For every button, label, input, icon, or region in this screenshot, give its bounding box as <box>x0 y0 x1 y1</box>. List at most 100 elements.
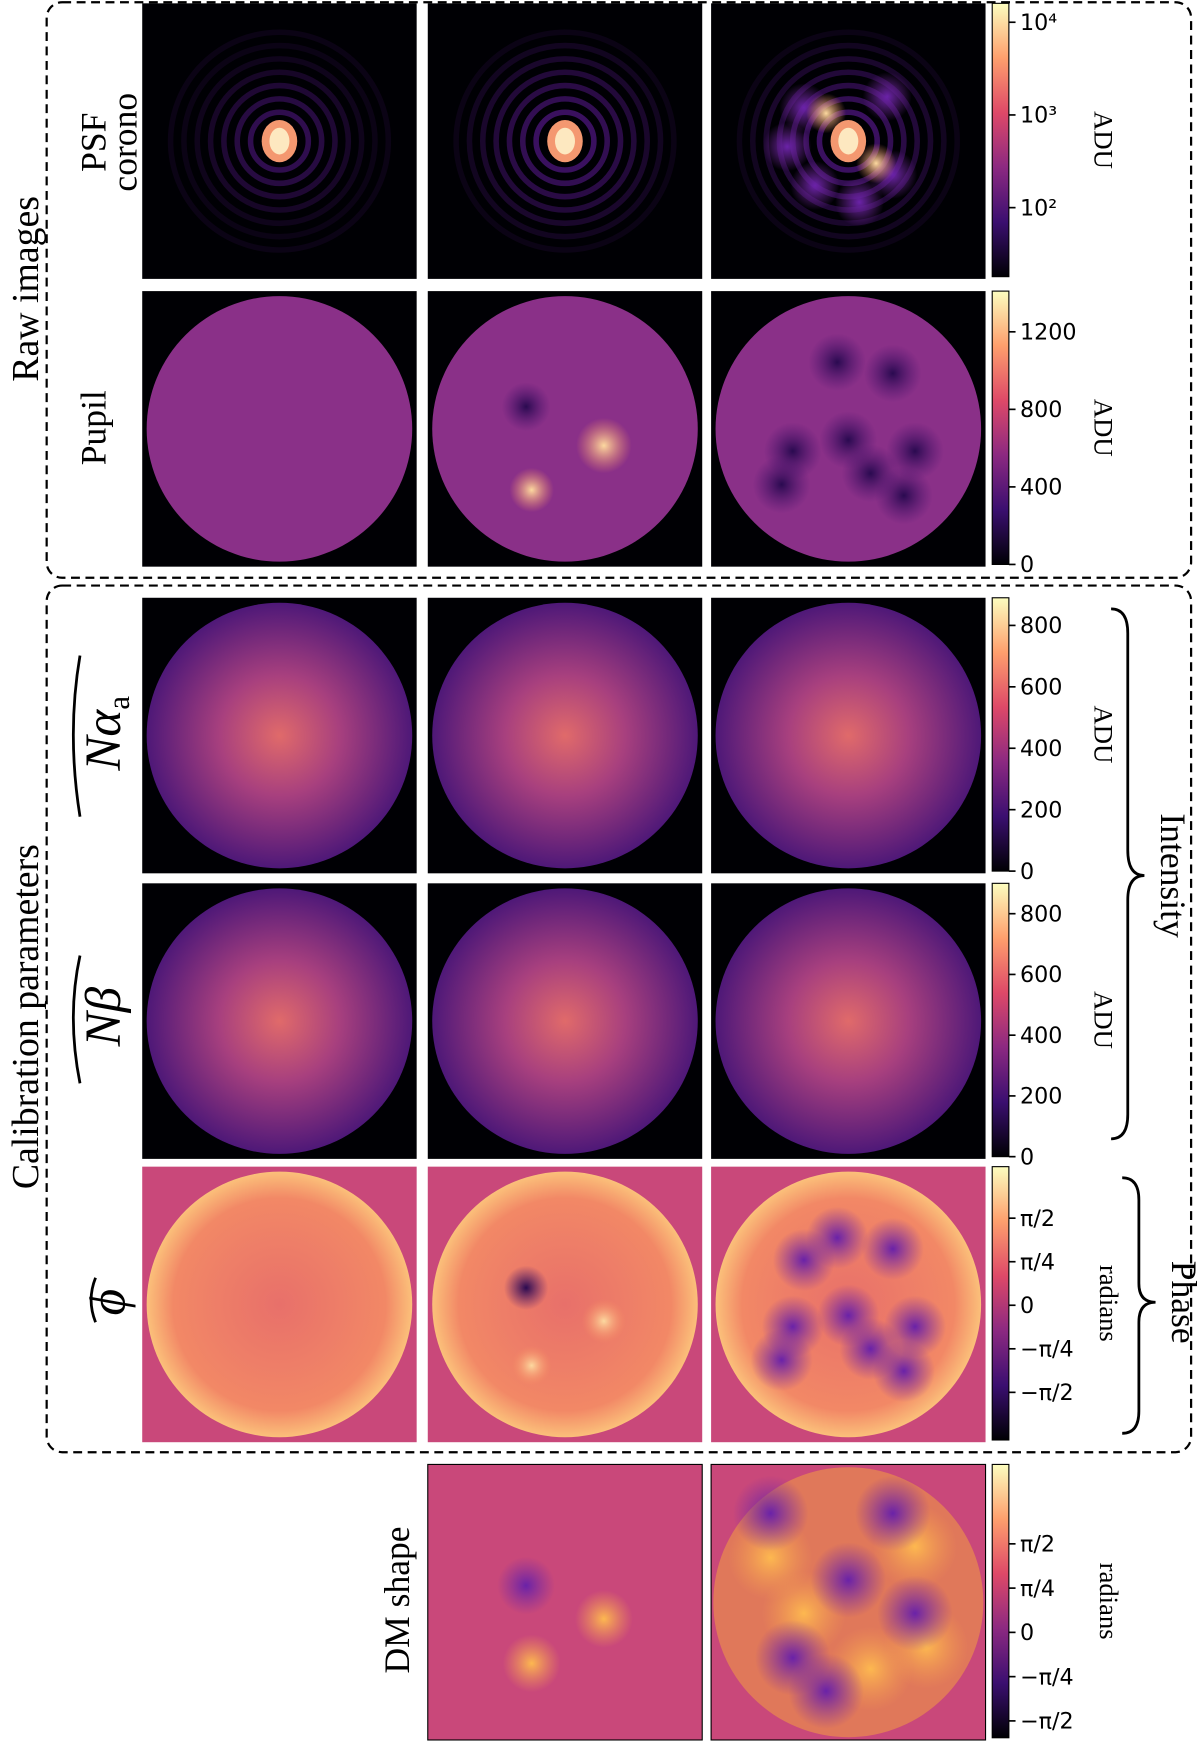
colorbar-tick-label: −π/4 <box>1020 1337 1074 1363</box>
image-panel <box>142 291 417 567</box>
blob <box>576 417 632 474</box>
row-label-text: PSF <box>74 113 114 172</box>
blob <box>862 72 912 122</box>
colorbar <box>991 597 1010 872</box>
colorbar-tick-label: −π/2 <box>1020 1380 1074 1406</box>
ring <box>167 29 392 253</box>
image-panel <box>427 291 703 567</box>
row-label: Pupil <box>74 390 114 465</box>
blob <box>872 1339 935 1403</box>
colorbar <box>991 1166 1010 1441</box>
image-panel <box>427 883 703 1159</box>
brace <box>1122 1176 1156 1435</box>
row-label-text: DM shape <box>377 1526 417 1673</box>
blob <box>854 1475 931 1552</box>
hat <box>89 1277 97 1323</box>
row-label-text: corono <box>105 93 145 192</box>
pupil <box>432 602 698 869</box>
blob <box>502 1634 561 1693</box>
brace <box>1110 607 1145 1141</box>
row-label-subscript: a <box>101 696 136 710</box>
colorbar-tick-label: 200 <box>1020 1084 1062 1110</box>
row-label: DM shape <box>377 1526 417 1673</box>
blob <box>732 1475 809 1552</box>
colorbar-tick-label: 0 <box>1020 1620 1034 1646</box>
core <box>838 127 859 155</box>
pupil <box>146 888 413 1154</box>
colorbar-tick-label: 800 <box>1020 613 1062 639</box>
colorbar-tick-label: π/2 <box>1020 1532 1055 1558</box>
image-panel <box>711 597 986 874</box>
blob <box>861 1217 924 1280</box>
blob <box>511 1345 552 1386</box>
blob <box>750 1328 813 1392</box>
image-panel <box>142 597 417 874</box>
colorbar-label: ADU <box>1088 706 1118 764</box>
ring <box>493 69 637 213</box>
colorbar-tick-label: −π/2 <box>1020 1709 1074 1735</box>
ring <box>749 42 947 240</box>
image-panel <box>711 291 986 567</box>
colorbar-tick-label: 10⁴ <box>1020 10 1057 36</box>
ring <box>194 56 365 227</box>
colorbar-label: ADU <box>1088 399 1118 457</box>
blob <box>788 1653 864 1729</box>
ring <box>479 56 650 227</box>
colorbar-tick-label: 10³ <box>1020 103 1057 129</box>
blob <box>874 466 933 525</box>
ring <box>533 109 597 173</box>
blob <box>581 1298 627 1344</box>
pupil <box>146 1171 413 1438</box>
colorbar-tick-label: 0 <box>1020 1144 1034 1170</box>
ring <box>453 29 677 253</box>
blob <box>574 1589 633 1648</box>
pupil <box>715 888 982 1154</box>
image-panel <box>427 1166 703 1443</box>
blob <box>509 467 554 513</box>
blob <box>772 1228 835 1292</box>
hat <box>71 955 82 1084</box>
image-panel <box>427 3 703 279</box>
colorbar-tick-label: 0 <box>1020 552 1034 578</box>
pupil <box>432 1171 698 1438</box>
row-label: Nβ <box>75 986 132 1047</box>
image-panel <box>142 883 417 1159</box>
colorbar-tick-label: 1200 <box>1020 320 1077 346</box>
row-label: corono <box>105 93 145 192</box>
colorbar-tick-label: π/4 <box>1020 1249 1055 1275</box>
colorbar-tick-label: 10² <box>1020 195 1057 221</box>
blob <box>877 1575 953 1652</box>
colorbar <box>991 882 1010 1158</box>
colorbar-label: ADU <box>1088 991 1118 1049</box>
blob <box>752 455 811 514</box>
blob <box>856 143 897 184</box>
core <box>554 127 575 155</box>
ring <box>207 69 352 213</box>
blob <box>863 344 922 403</box>
blob <box>762 122 812 172</box>
blob <box>808 333 867 392</box>
pupil <box>432 888 698 1154</box>
image-panel <box>711 1166 986 1443</box>
brace-label: Phase <box>1164 1261 1200 1344</box>
image-panel <box>142 1166 417 1443</box>
blob <box>501 382 551 432</box>
ring <box>234 96 325 187</box>
colorbar-tick-label: 0 <box>1020 1293 1034 1319</box>
ring <box>247 109 312 173</box>
colorbar-tick-label: 400 <box>1020 1023 1062 1049</box>
row-label-text: ϕ <box>79 1289 136 1315</box>
colorbar-label: radians <box>1094 1265 1124 1342</box>
colorbar <box>991 290 1010 565</box>
colorbar-tick-label: 800 <box>1020 397 1062 423</box>
colorbar-label: ADU <box>1088 111 1118 169</box>
ring <box>736 29 960 253</box>
blob <box>503 1265 549 1310</box>
colorbar <box>991 1463 1010 1739</box>
image-panel <box>427 1463 703 1741</box>
row-label: PSF <box>74 113 114 172</box>
image-panel <box>142 3 417 279</box>
image-bg <box>427 1463 703 1741</box>
